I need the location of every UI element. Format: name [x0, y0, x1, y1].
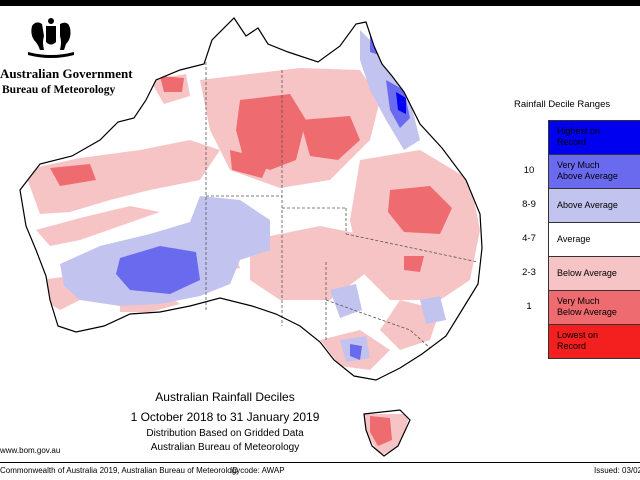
- legend-swatch-label: Average: [557, 234, 591, 244]
- footer: Commonwealth of Australia 2019, Australi…: [0, 462, 640, 480]
- legend-swatch-label: Highest on Record: [557, 126, 601, 147]
- legend-range: 8-9: [522, 199, 536, 210]
- map-source: Australian Bureau of Meteorology: [150, 442, 300, 453]
- legend-swatch: Average: [548, 222, 640, 256]
- coat-of-arms-icon: [28, 18, 74, 58]
- legend-range: 2-3: [522, 267, 536, 278]
- map-title: Australian Rainfall Deciles: [155, 390, 295, 404]
- legend-swatch-label: Below Average: [557, 268, 617, 278]
- legend-swatch: Very Much Below Average: [548, 290, 640, 324]
- legend-range: 4-7: [522, 233, 536, 244]
- id-code: ID code: AWAP: [230, 466, 285, 475]
- legend-title: Rainfall Decile Ranges: [514, 99, 611, 110]
- government-label: Australian Government: [0, 66, 133, 81]
- legend-range: 1: [526, 301, 532, 312]
- agency-label: Bureau of Meteorology: [2, 84, 116, 96]
- map-basis: Distribution Based on Gridded Data: [146, 428, 304, 439]
- legend-swatch-label: Lowest on Record: [557, 330, 599, 351]
- legend-swatch-label: Very Much Above Average: [557, 160, 618, 181]
- top-border: [0, 0, 640, 6]
- legend-border: [548, 120, 549, 358]
- map-period: 1 October 2018 to 31 January 2019: [130, 410, 320, 424]
- legend-swatch: Highest on Record: [548, 120, 640, 154]
- legend-swatch-label: Very Much Below Average: [557, 296, 617, 317]
- copyright-text: Commonwealth of Australia 2019, Australi…: [0, 466, 241, 475]
- legend-swatch: Below Average: [548, 256, 640, 290]
- legend-swatch: Very Much Above Average: [548, 154, 640, 188]
- website-link[interactable]: www.bom.gov.au: [0, 446, 61, 455]
- legend-swatch: Lowest on Record: [548, 324, 640, 358]
- legend-range: 10: [523, 165, 535, 176]
- legend-border: [548, 358, 640, 359]
- issued-date: Issued: 03/02: [594, 466, 640, 475]
- legend-swatch: Above Average: [548, 188, 640, 222]
- legend-swatch-label: Above Average: [557, 200, 618, 210]
